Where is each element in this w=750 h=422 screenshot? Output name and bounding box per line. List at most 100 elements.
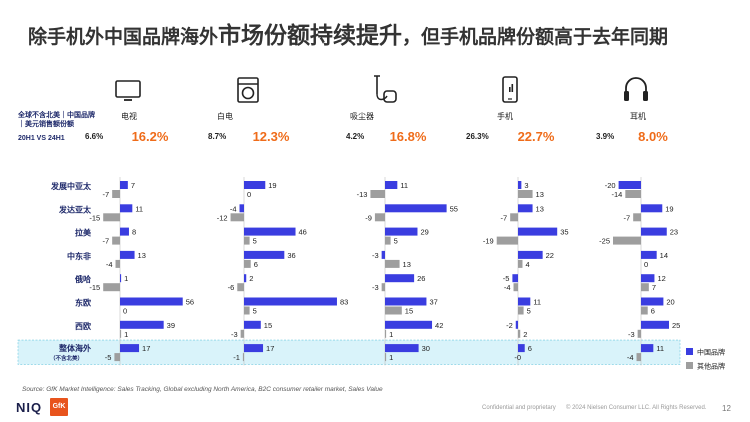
bar-china-brand <box>244 227 296 236</box>
legend-swatch-china <box>686 348 693 355</box>
label-china-brand: 1 <box>124 274 128 283</box>
label-other-brand: -5 <box>105 353 112 362</box>
bar-china-brand <box>641 250 657 259</box>
label-other-brand: 13 <box>536 190 544 199</box>
bar-other-brand <box>112 236 120 245</box>
label-china-brand: 36 <box>287 251 295 260</box>
washer-door <box>241 86 255 100</box>
washer-body <box>237 77 259 103</box>
label-china-brand: 17 <box>266 344 274 353</box>
label-china-brand: -3 <box>372 251 379 260</box>
label-other-brand: -7 <box>623 213 630 222</box>
bar-china-brand <box>641 297 664 306</box>
bar-other-brand <box>513 283 518 292</box>
label-china-brand: -5 <box>503 274 510 283</box>
label-china-brand: 20 <box>666 298 674 307</box>
bar-other-brand <box>103 283 120 292</box>
label-other-brand: 5 <box>253 237 257 246</box>
label-china-brand: 46 <box>299 228 307 237</box>
share-prev: 26.3% <box>466 132 489 141</box>
bar-china-brand <box>385 204 447 213</box>
bar-china-brand <box>641 344 654 353</box>
bar-china-brand <box>244 297 337 306</box>
label-other-brand: -7 <box>102 237 109 246</box>
category-label: 手机 <box>497 111 513 121</box>
region-label: 发展中亚太 <box>50 181 92 191</box>
category-label: 白电 <box>217 111 233 121</box>
bar-china-brand <box>120 181 128 189</box>
bar-other-brand <box>633 213 641 222</box>
tv-icon <box>115 80 141 101</box>
label-other-brand: 1 <box>389 330 393 339</box>
label-china-brand: 8 <box>132 228 136 237</box>
label-other-brand: 0 <box>644 260 648 269</box>
label-other-brand: -13 <box>357 190 368 199</box>
bar-china-brand <box>244 344 264 353</box>
headphones-cup <box>643 91 648 101</box>
headphones-cup <box>624 91 629 101</box>
region-label: 西欧 <box>75 321 91 331</box>
bar-other-brand <box>385 329 387 338</box>
bar-china-brand <box>385 181 398 189</box>
region-label: 东欧 <box>75 298 91 308</box>
label-other-brand: 5 <box>394 237 398 246</box>
label-other-brand: 0 <box>247 190 251 199</box>
share-prev: 8.7% <box>208 132 226 141</box>
label-china-brand: 26 <box>417 274 425 283</box>
label-china-brand: 14 <box>660 251 668 260</box>
bar-other-brand <box>518 306 524 315</box>
bar-other-brand <box>518 190 533 198</box>
bar-china-brand <box>512 274 518 283</box>
label-china-brand: 12 <box>657 274 665 283</box>
bar-china-brand <box>239 204 244 213</box>
bar-other-brand <box>625 190 641 198</box>
bar-other-brand <box>613 236 641 245</box>
label-other-brand: 5 <box>253 307 257 316</box>
bar-china-brand <box>120 227 129 236</box>
label-other-brand: 7 <box>652 283 656 292</box>
label-china-brand: 2 <box>249 274 253 283</box>
vacuum-icon <box>374 75 397 103</box>
region-label: 整体海外 <box>58 343 91 353</box>
bar-china-brand <box>385 227 418 236</box>
label-china-brand: 11 <box>400 181 408 190</box>
bar-china-brand <box>385 274 415 283</box>
label-china-brand: 15 <box>264 321 272 330</box>
vacuum-canister <box>383 90 397 103</box>
label-china-brand: 56 <box>186 298 194 307</box>
bar-other-brand <box>244 259 251 268</box>
bar-other-brand <box>381 283 385 292</box>
label-other-brand: -6 <box>228 283 235 292</box>
bar-china-brand <box>244 320 261 329</box>
bar-other-brand <box>120 329 122 338</box>
bar-china-brand <box>120 344 140 353</box>
label-other-brand: 1 <box>389 353 393 362</box>
copyright-note: © 2024 Nielsen Consumer LLC. All Rights … <box>566 405 707 411</box>
legend-swatch-other <box>686 362 693 369</box>
bar-other-brand <box>237 283 244 292</box>
label-other-brand: -1 <box>233 353 240 362</box>
bar-other-brand <box>385 353 387 362</box>
label-other-brand: 1 <box>124 330 128 339</box>
bar-other-brand <box>114 353 120 362</box>
label-china-brand: 11 <box>533 298 541 307</box>
label-china-brand: 35 <box>560 228 568 237</box>
bar-china-brand <box>381 250 385 259</box>
source-note: Source: GfK Market Intelligence: Sales T… <box>22 386 383 393</box>
label-china-brand: 83 <box>340 298 348 307</box>
label-other-brand: -9 <box>365 213 372 222</box>
gfk-logo: GfK <box>50 398 68 416</box>
bar-other-brand <box>244 306 250 315</box>
headphones-band <box>625 77 647 94</box>
label-other-brand: 2 <box>523 330 527 339</box>
washer-icon <box>237 77 259 103</box>
label-china-brand: 17 <box>142 344 150 353</box>
label-other-brand: 13 <box>403 260 411 269</box>
label-other-brand: -12 <box>217 213 228 222</box>
share-now: 16.2% <box>132 129 169 144</box>
legend-label-china: 中国品牌 <box>697 348 725 357</box>
bar-china-brand <box>518 250 543 259</box>
phone-signal <box>509 87 511 92</box>
share-now: 22.7% <box>518 129 555 144</box>
